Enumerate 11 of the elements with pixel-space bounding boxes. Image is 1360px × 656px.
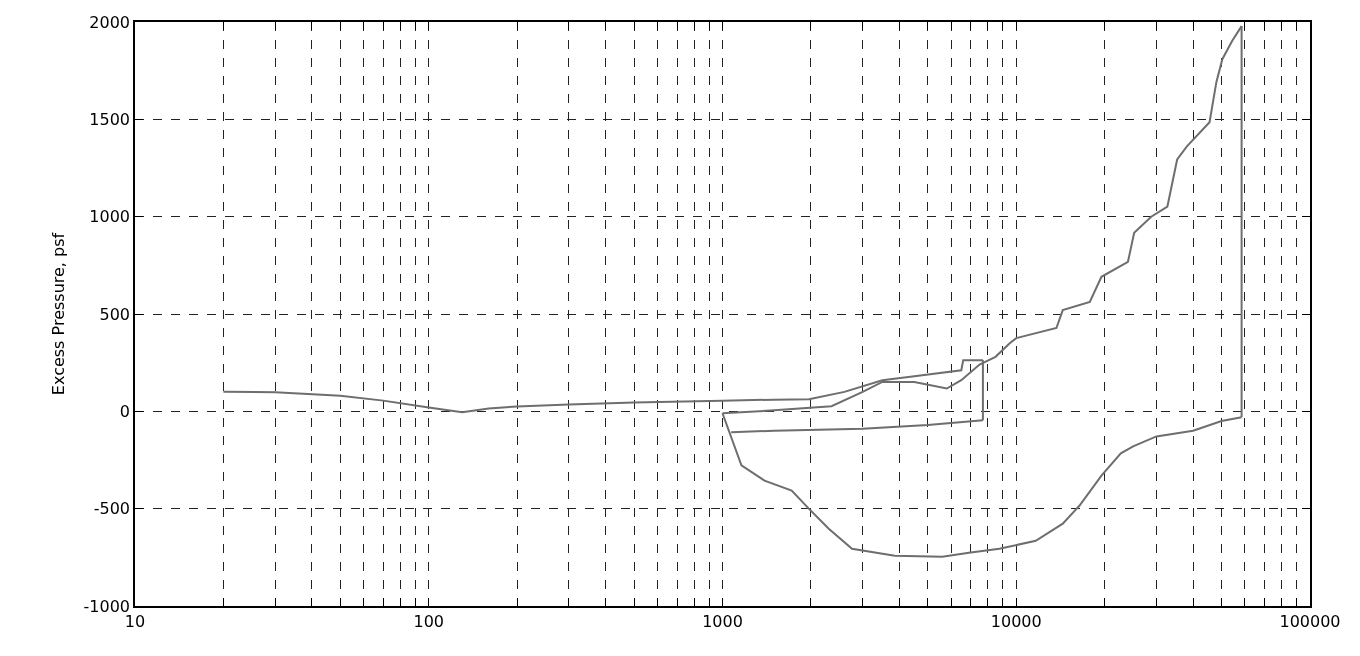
x-tick-label: 1000: [702, 611, 743, 631]
y-tick-label: 1000: [89, 207, 131, 227]
y-tick-label: 1500: [89, 109, 131, 129]
x-tick-label: 100: [413, 611, 445, 631]
y-axis-title: Excess Pressure, psf: [48, 232, 68, 396]
y-tick-label: -500: [93, 499, 131, 519]
y-tick-label: 2000: [89, 12, 131, 32]
y-tick-label: 0: [119, 401, 131, 421]
x-tick-label: 10000: [990, 611, 1042, 631]
y-tick-label: 500: [99, 304, 131, 324]
x-tick-label: 100000: [1279, 611, 1341, 631]
